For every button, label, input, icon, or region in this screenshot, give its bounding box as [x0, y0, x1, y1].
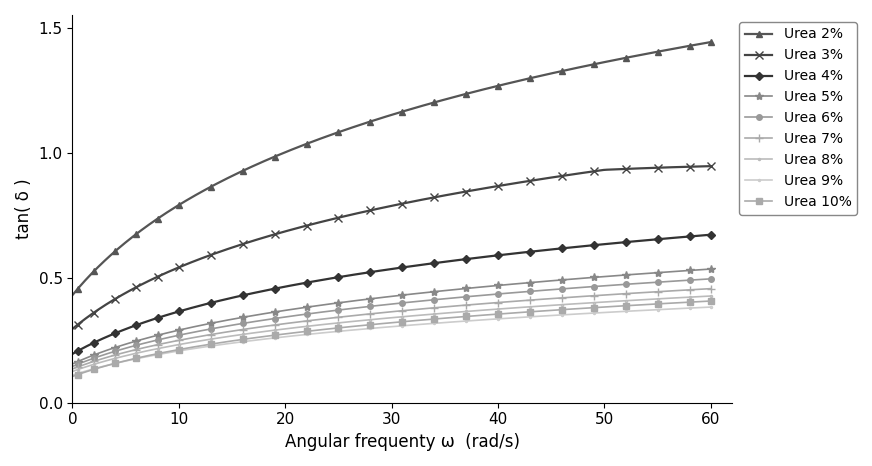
X-axis label: Angular frequenty ω  (rad/s): Angular frequenty ω (rad/s): [285, 433, 520, 451]
Legend: Urea 2%, Urea 3%, Urea 4%, Urea 5%, Urea 6%, Urea 7%, Urea 8%, Urea 9%, Urea 10%: Urea 2%, Urea 3%, Urea 4%, Urea 5%, Urea…: [739, 22, 857, 215]
Y-axis label: tan( δ ): tan( δ ): [15, 178, 33, 239]
